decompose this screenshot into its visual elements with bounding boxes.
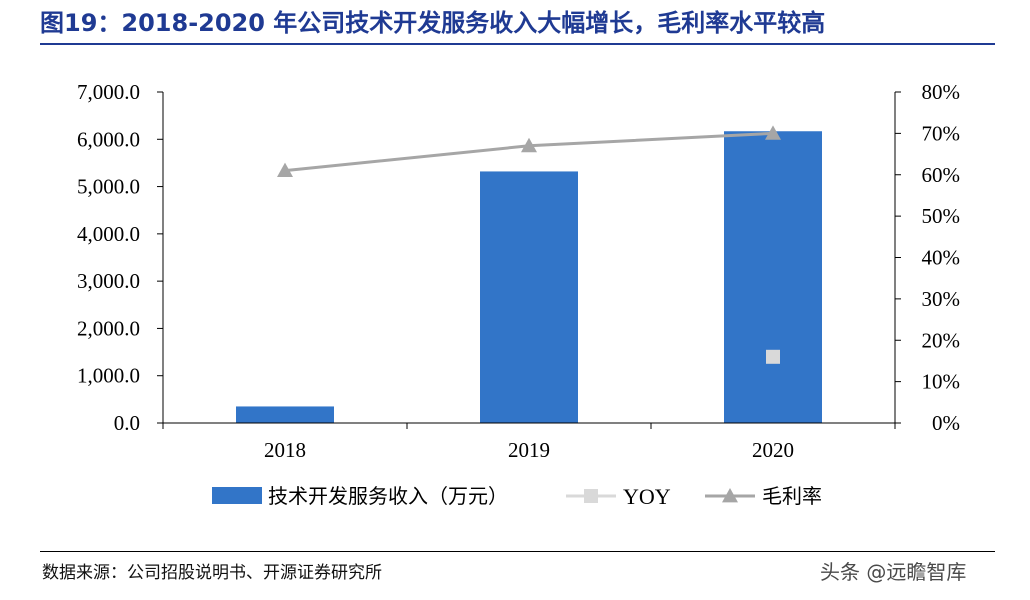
left-tick-label: 2,000.0 [77, 316, 140, 340]
chart-title: 图19：2018-2020 年公司技术开发服务收入大幅增长，毛利率水平较高 [40, 9, 826, 37]
yoy-point [766, 349, 780, 364]
legend: 技术开发服务收入（万元） YOY 毛利率 [212, 484, 822, 509]
watermark: 头条 @远瞻智库 [820, 560, 967, 584]
right-tick-label: 30% [922, 287, 961, 311]
x-tick-label: 2019 [508, 438, 550, 462]
left-y-axis: 0.0 1,000.0 2,000.0 3,000.0 4,000.0 5,000.0 6,… [77, 80, 164, 435]
legend-label-yoy: YOY [623, 484, 671, 509]
margin-point [277, 162, 293, 178]
right-y-axis: 0% 10% 20% 30% 40% 50% 60% 70% 80% [894, 80, 961, 435]
legend-swatch-yoy-marker [584, 489, 598, 503]
right-tick-label: 60% [922, 163, 961, 187]
revenue-bar [724, 131, 822, 424]
right-tick-label: 50% [922, 204, 961, 228]
source-note: 数据来源：公司招股说明书、开源证券研究所 [42, 563, 382, 583]
margin-point [521, 137, 537, 153]
legend-swatch-margin-marker [722, 488, 738, 503]
chart: 0.0 1,000.0 2,000.0 3,000.0 4,000.0 5,000.0 6,… [77, 80, 961, 509]
left-tick-label: 7,000.0 [77, 80, 140, 104]
legend-swatch-revenue [212, 487, 262, 504]
right-tick-label: 70% [922, 121, 961, 145]
x-tick-label: 2018 [264, 438, 306, 462]
left-tick-label: 5,000.0 [77, 175, 140, 199]
title-divider [40, 43, 995, 45]
left-tick-label: 0.0 [114, 411, 140, 435]
margin-point [765, 125, 781, 140]
right-tick-label: 0% [932, 411, 960, 435]
revenue-bar [236, 406, 334, 423]
right-tick-label: 10% [922, 370, 961, 394]
right-tick-label: 40% [922, 246, 961, 270]
legend-label-revenue: 技术开发服务收入（万元） [268, 484, 508, 508]
left-tick-label: 4,000.0 [77, 222, 140, 246]
left-tick-label: 1,000.0 [77, 364, 140, 388]
margin-line-series [277, 125, 781, 178]
yoy-series [766, 349, 780, 364]
source-divider [40, 551, 995, 552]
legend-label-margin: 毛利率 [762, 484, 822, 508]
x-axis: 2018 2019 2020 [162, 422, 896, 462]
right-tick-label: 80% [922, 80, 961, 104]
left-tick-label: 6,000.0 [77, 127, 140, 151]
right-tick-label: 20% [922, 328, 961, 352]
left-tick-label: 3,000.0 [77, 269, 140, 293]
bar-series [236, 131, 822, 424]
revenue-bar [480, 171, 578, 423]
x-tick-label: 2020 [752, 438, 794, 462]
